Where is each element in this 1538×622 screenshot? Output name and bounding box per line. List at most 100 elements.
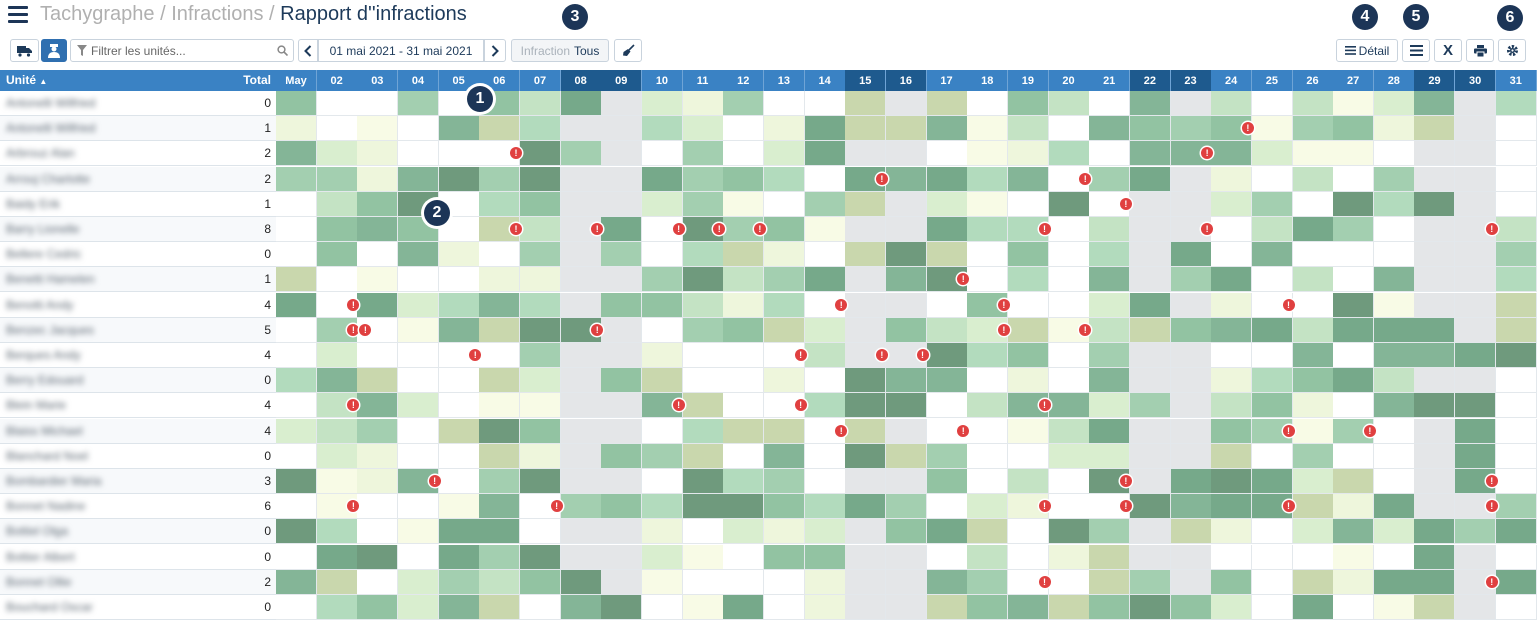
day-cell[interactable] <box>601 544 643 570</box>
day-cell[interactable] <box>967 595 1009 620</box>
day-cell[interactable] <box>276 217 317 242</box>
day-cell[interactable] <box>1251 544 1293 570</box>
day-cell[interactable] <box>804 343 846 368</box>
day-cell[interactable] <box>560 418 602 444</box>
day-cell[interactable] <box>1089 166 1131 192</box>
day-header[interactable]: 07 <box>519 70 561 91</box>
day-cell[interactable] <box>682 343 724 368</box>
day-cell[interactable] <box>845 595 887 620</box>
day-cell[interactable] <box>479 242 521 268</box>
day-cell[interactable] <box>1089 116 1131 142</box>
day-cell[interactable] <box>560 443 602 469</box>
day-cell[interactable] <box>1333 393 1375 419</box>
unit-row[interactable]: Bouchard Oscar 0 <box>0 595 276 620</box>
day-cell[interactable] <box>1251 569 1293 595</box>
day-cell[interactable] <box>682 317 724 343</box>
day-header[interactable]: 21 <box>1089 70 1131 91</box>
day-cell[interactable] <box>1048 267 1090 293</box>
day-cell[interactable] <box>601 317 643 343</box>
day-cell[interactable] <box>1414 317 1456 343</box>
day-cell[interactable] <box>1007 519 1049 545</box>
day-cell[interactable] <box>1089 217 1131 242</box>
day-cell[interactable] <box>1211 242 1253 268</box>
day-cell[interactable] <box>1373 494 1415 520</box>
day-cell[interactable] <box>1373 191 1415 217</box>
day-cell[interactable] <box>682 443 724 469</box>
day-cell[interactable] <box>763 544 805 570</box>
day-cell[interactable] <box>1495 166 1537 192</box>
day-cell[interactable] <box>885 242 927 268</box>
day-cell[interactable] <box>519 569 561 595</box>
day-cell[interactable] <box>1089 519 1131 545</box>
day-cell[interactable] <box>1048 393 1090 419</box>
infraction-icon[interactable]: ! <box>347 323 360 336</box>
day-cell[interactable] <box>601 141 643 167</box>
day-cell[interactable] <box>1495 494 1537 520</box>
day-cell[interactable] <box>926 166 968 192</box>
day-cell[interactable] <box>641 317 683 343</box>
day-cell[interactable] <box>1007 469 1049 494</box>
day-cell[interactable] <box>926 443 968 469</box>
excel-export-button[interactable]: X <box>1434 39 1462 62</box>
day-cell[interactable] <box>1333 494 1375 520</box>
day-cell[interactable] <box>804 494 846 520</box>
day-cell[interactable] <box>723 393 765 419</box>
day-cell[interactable] <box>1089 544 1131 570</box>
infraction-icon[interactable]: ! <box>1079 323 1092 336</box>
day-cell[interactable] <box>641 91 683 116</box>
day-cell[interactable] <box>926 91 968 116</box>
day-cell[interactable] <box>682 141 724 167</box>
day-cell[interactable] <box>1495 368 1537 394</box>
day-cell[interactable] <box>1251 191 1293 217</box>
day-cell[interactable] <box>560 116 602 142</box>
day-cell[interactable] <box>682 595 724 620</box>
day-cell[interactable] <box>926 217 968 242</box>
day-cell[interactable] <box>845 116 887 142</box>
day-cell[interactable] <box>1373 393 1415 419</box>
day-cell[interactable] <box>560 494 602 520</box>
day-cell[interactable] <box>1292 595 1334 620</box>
day-header[interactable]: 04 <box>397 70 439 91</box>
day-cell[interactable] <box>316 368 358 394</box>
day-cell[interactable] <box>641 494 683 520</box>
day-cell[interactable] <box>601 494 643 520</box>
unit-row[interactable]: Antonelli Wilfried 1 <box>0 116 276 142</box>
day-cell[interactable] <box>1333 443 1375 469</box>
day-cell[interactable] <box>885 393 927 419</box>
infraction-icon[interactable]: ! <box>794 399 807 412</box>
day-cell[interactable] <box>1007 91 1049 116</box>
day-cell[interactable] <box>316 544 358 570</box>
day-cell[interactable] <box>1170 519 1212 545</box>
day-cell[interactable] <box>1129 418 1171 444</box>
day-cell[interactable] <box>1373 443 1415 469</box>
day-cell[interactable] <box>479 116 521 142</box>
day-cell[interactable] <box>1211 595 1253 620</box>
day-cell[interactable] <box>560 595 602 620</box>
day-cell[interactable] <box>1333 595 1375 620</box>
day-cell[interactable] <box>1251 116 1293 142</box>
day-cell[interactable] <box>1292 166 1334 192</box>
day-cell[interactable] <box>641 191 683 217</box>
day-cell[interactable] <box>438 141 480 167</box>
day-cell[interactable] <box>1373 292 1415 318</box>
day-cell[interactable] <box>357 116 399 142</box>
day-cell[interactable] <box>1129 494 1171 520</box>
day-cell[interactable] <box>723 443 765 469</box>
day-cell[interactable] <box>1292 267 1334 293</box>
day-cell[interactable] <box>1211 469 1253 494</box>
day-cell[interactable] <box>763 494 805 520</box>
day-cell[interactable] <box>1333 191 1375 217</box>
unit-row[interactable]: Bonnet Nadine 6 <box>0 494 276 520</box>
infraction-icon[interactable]: ! <box>1119 197 1132 210</box>
infraction-icon[interactable]: ! <box>469 349 482 361</box>
unit-row[interactable]: Baidy Erik 1 <box>0 191 276 217</box>
infraction-icon[interactable]: ! <box>875 349 888 361</box>
day-cell[interactable] <box>357 368 399 394</box>
day-cell[interactable] <box>845 569 887 595</box>
day-cell[interactable] <box>1455 242 1497 268</box>
day-cell[interactable] <box>1211 317 1253 343</box>
day-header[interactable]: 11 <box>682 70 724 91</box>
day-cell[interactable] <box>1292 544 1334 570</box>
day-cell[interactable] <box>1414 595 1456 620</box>
day-cell[interactable] <box>1089 443 1131 469</box>
